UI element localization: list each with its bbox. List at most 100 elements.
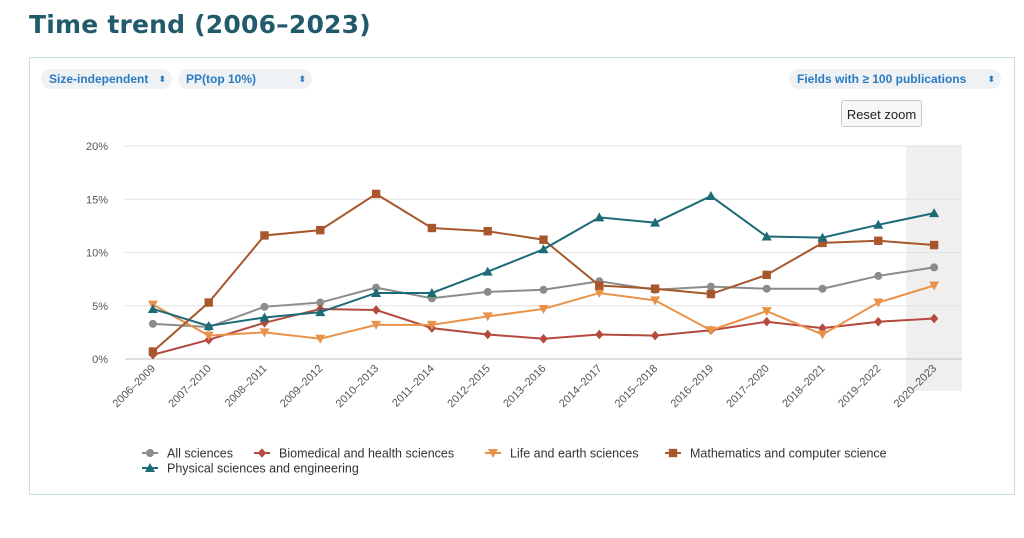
x-tick-label: 2010–2013 <box>334 363 381 410</box>
data-point <box>930 263 939 272</box>
data-point <box>873 219 884 229</box>
data-point <box>203 331 214 341</box>
data-point <box>539 333 548 344</box>
y-tick-label: 20% <box>86 141 108 153</box>
legend-item: All sciences <box>142 447 233 461</box>
legend-label: All sciences <box>167 447 233 461</box>
data-point <box>371 320 382 330</box>
y-tick-label: 0% <box>92 354 108 366</box>
data-point <box>260 317 269 328</box>
data-point <box>539 285 548 294</box>
data-point <box>650 217 661 227</box>
up-down-chevron-icon: ⬍ <box>158 74 166 84</box>
data-point <box>316 298 325 307</box>
data-point <box>762 284 771 293</box>
indicator-label: PP(top 10%) <box>186 72 257 86</box>
data-point <box>762 270 771 280</box>
y-tick-label: 5% <box>92 301 108 313</box>
data-point <box>595 281 604 290</box>
data-point <box>706 289 716 299</box>
indicator-select[interactable]: PP(top 10%) ⬍ <box>178 69 312 89</box>
data-point <box>706 282 715 291</box>
data-point <box>148 347 158 356</box>
reset-zoom-button[interactable]: Reset zoom <box>841 100 922 127</box>
data-point <box>761 307 772 317</box>
data-point <box>260 302 269 311</box>
data-point <box>594 288 605 298</box>
data-point <box>539 235 548 244</box>
legend-label: Life and earth sciences <box>510 447 639 461</box>
data-point <box>483 287 492 296</box>
data-point <box>705 326 716 336</box>
data-point <box>371 287 382 297</box>
size-mode-label: Size-independent <box>49 72 149 86</box>
legend-label: Mathematics and computer science <box>690 447 887 461</box>
data-point <box>929 208 940 218</box>
data-point <box>817 330 828 340</box>
data-point <box>874 271 883 280</box>
data-point <box>259 312 270 322</box>
data-point <box>650 284 660 293</box>
data-point <box>874 316 883 327</box>
data-point <box>371 305 381 315</box>
data-point <box>873 298 884 308</box>
field-filter-select[interactable]: Fields with ≥ 100 publications ⬍ <box>789 69 1001 89</box>
legend-item: Mathematics and computer science <box>665 447 887 461</box>
data-point <box>260 231 269 240</box>
x-tick-label: 2016–2019 <box>669 363 716 410</box>
y-tick-label: 10% <box>86 248 108 260</box>
data-point <box>482 312 493 322</box>
x-tick-label: 2018–2021 <box>780 363 827 410</box>
size-mode-select[interactable]: Size-independent ⬍ <box>41 69 172 89</box>
series-physical-sciences-and-engineering <box>147 191 940 330</box>
up-down-chevron-icon: ⬍ <box>298 74 306 84</box>
series-line <box>152 266 935 329</box>
y-tick-label: 15% <box>86 194 108 206</box>
data-point <box>762 316 771 327</box>
data-point <box>483 329 492 340</box>
series-mathematics-and-computer-science <box>148 189 939 356</box>
data-point <box>427 223 437 233</box>
chart-panel <box>29 57 1015 495</box>
data-point <box>874 236 883 245</box>
data-point <box>203 320 214 330</box>
legend-marker <box>257 448 267 458</box>
data-point <box>315 307 326 317</box>
data-point <box>482 266 493 276</box>
data-point <box>761 231 772 241</box>
data-point <box>929 281 940 291</box>
data-point <box>817 232 828 242</box>
x-tick-label: 2017–2020 <box>724 363 771 410</box>
x-tick-label: 2019–2022 <box>836 363 883 410</box>
data-point <box>372 283 381 292</box>
data-point <box>595 329 604 340</box>
data-point <box>818 238 827 248</box>
data-point <box>538 304 549 314</box>
data-point <box>371 189 381 199</box>
x-tick-label: 2008–2011 <box>223 363 270 410</box>
legend-marker <box>146 449 154 457</box>
data-point <box>594 212 605 222</box>
data-point <box>147 303 158 313</box>
data-point <box>818 284 827 293</box>
x-tick-label: 2014–2017 <box>557 363 604 410</box>
legend-label: Biomedical and health sciences <box>279 447 454 461</box>
x-tick-label: 2006–2009 <box>111 363 158 410</box>
data-point <box>259 328 270 338</box>
data-point <box>538 244 549 254</box>
data-point <box>426 287 437 297</box>
data-point <box>148 319 157 328</box>
x-tick-label: 2015–2018 <box>613 363 660 410</box>
legend-marker <box>488 449 498 458</box>
x-tick-label: 2012–2015 <box>445 363 492 410</box>
up-down-chevron-icon: ⬍ <box>987 74 995 84</box>
x-tick-label: 2007–2010 <box>166 363 213 410</box>
data-point <box>426 320 437 330</box>
data-point <box>316 225 325 235</box>
data-point <box>929 240 939 250</box>
data-point <box>204 298 213 307</box>
legend-item: Biomedical and health sciences <box>254 447 454 461</box>
legend-marker <box>145 463 155 472</box>
legend-label: Physical sciences and engineering <box>167 462 359 476</box>
